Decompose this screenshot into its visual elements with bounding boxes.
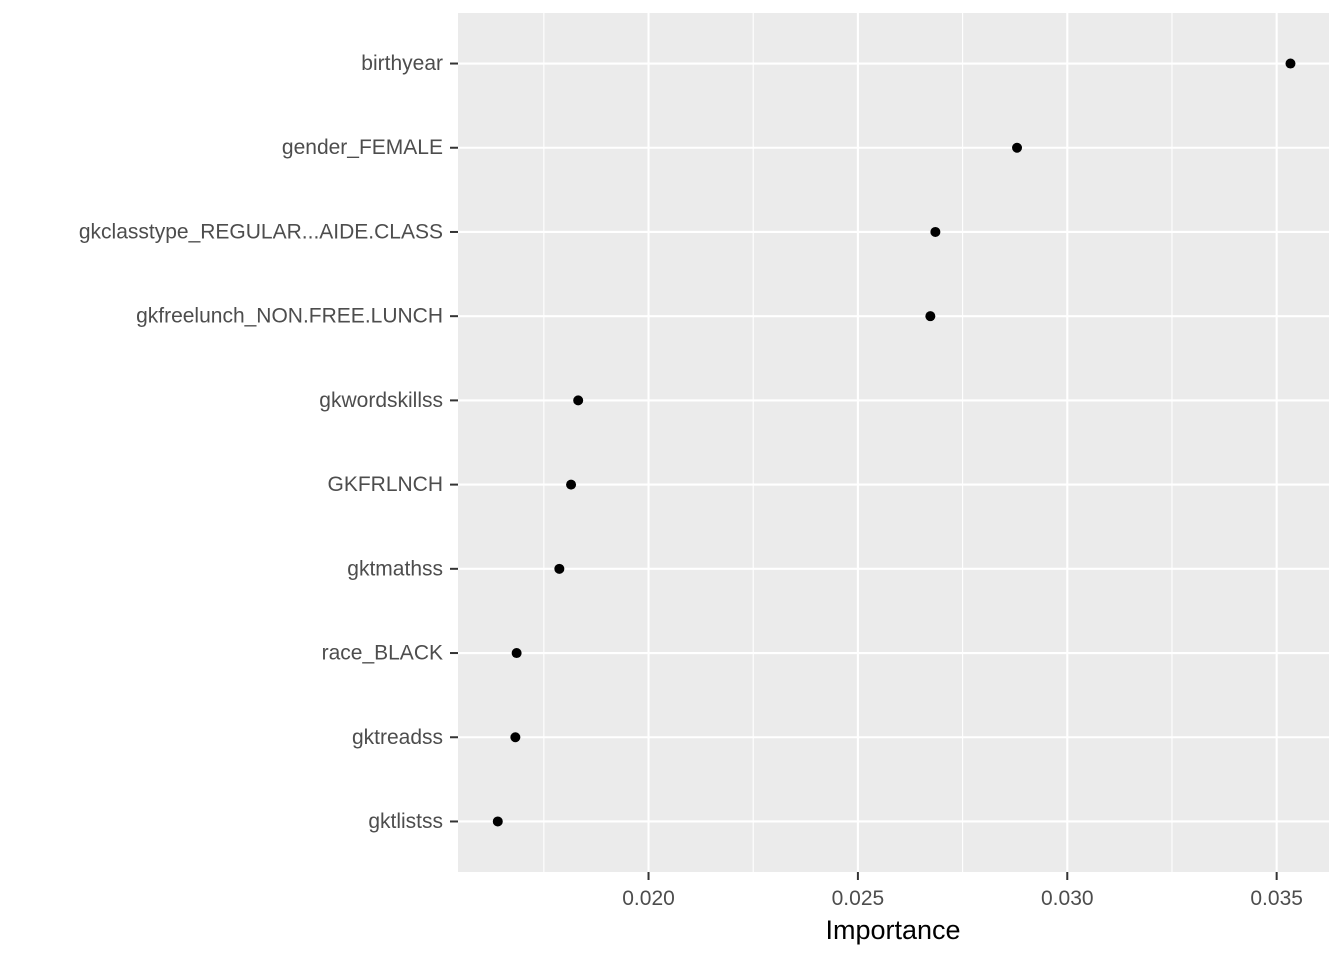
panel-background: [458, 13, 1329, 872]
data-points: [492, 58, 1296, 827]
x-tick-label: 0.035: [1250, 887, 1303, 910]
data-point: [566, 479, 577, 490]
data-point: [930, 226, 941, 237]
y-tick-label: gktreadss: [352, 726, 443, 749]
grid-minor: [543, 13, 1173, 872]
data-point: [554, 563, 565, 574]
data-point: [925, 311, 936, 322]
y-axis: birthyear gender_FEMALE gkclasstype_REGULA…: [79, 52, 458, 833]
x-axis: 0.020 0.025 0.030 0.035: [622, 872, 1303, 910]
data-point: [492, 816, 503, 827]
x-tick-label: 0.025: [832, 887, 885, 910]
y-tick-label: race_BLACK: [322, 642, 443, 665]
data-point: [1285, 58, 1296, 69]
y-tick-label: gkclasstype_REGULAR...AIDE.CLASS: [79, 220, 443, 243]
x-tick-label: 0.020: [622, 887, 675, 910]
data-point: [573, 395, 584, 406]
y-tick-label: GKFRLNCH: [327, 473, 443, 496]
y-tick-label: gender_FEMALE: [282, 136, 443, 159]
grid-major: [458, 13, 1329, 872]
y-tick-label: gktmathss: [347, 557, 443, 580]
y-tick-label: birthyear: [361, 52, 443, 75]
x-axis-title: Importance: [825, 915, 960, 945]
y-tick-label: gktlistss: [368, 810, 443, 833]
x-tick-label: 0.030: [1041, 887, 1094, 910]
data-point: [1012, 142, 1023, 153]
data-point: [511, 648, 522, 659]
y-tick-label: gkfreelunch_NON.FREE.LUNCH: [136, 305, 443, 328]
y-tick-label: gkwordskillss: [319, 389, 443, 412]
data-point: [510, 732, 521, 743]
